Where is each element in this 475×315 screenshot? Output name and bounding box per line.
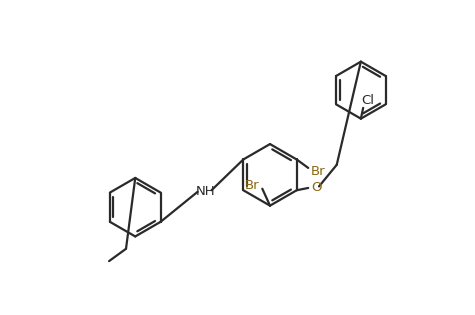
Text: NH: NH [196, 185, 215, 198]
Text: Br: Br [245, 179, 260, 192]
Text: O: O [312, 181, 322, 194]
Text: Cl: Cl [361, 94, 374, 107]
Text: Br: Br [311, 165, 325, 178]
